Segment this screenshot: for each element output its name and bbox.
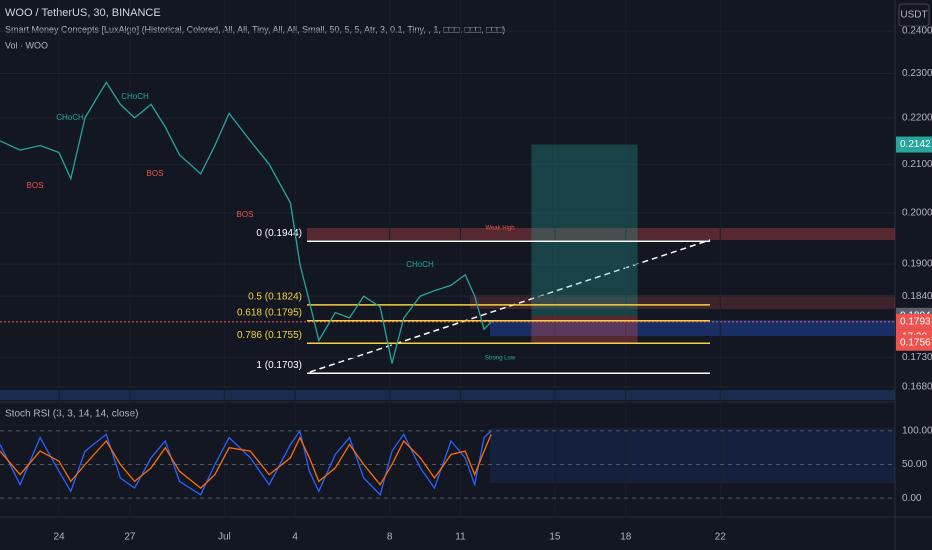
price-badge-label: 0.1756 xyxy=(900,337,931,348)
x-tick-label: 8 xyxy=(387,532,393,543)
y-tick-label: 0.2000 xyxy=(902,208,932,219)
x-tick-label: 18 xyxy=(620,532,632,543)
y-tick-label: 0.2300 xyxy=(902,68,932,79)
trend-line xyxy=(309,239,711,373)
indicator-label: Smart Money Concepts [LuxAlgo] (Historic… xyxy=(5,24,505,34)
supply-zone xyxy=(307,228,895,240)
annotation: BOS xyxy=(237,210,254,219)
demand-zone xyxy=(490,320,895,336)
annotation: CHoCH xyxy=(121,92,149,101)
x-tick-label: 4 xyxy=(292,532,298,543)
y-tick-label: 0.1900 xyxy=(902,259,932,270)
oscillator-title: Stoch RSI (3, 3, 14, 14, close) xyxy=(5,409,138,420)
x-tick-label: 27 xyxy=(124,532,136,543)
chart-title: WOO / TetherUS, 30, BINANCE xyxy=(5,7,161,19)
currency-label: USDT xyxy=(900,10,927,21)
x-tick-label: Jul xyxy=(218,532,231,543)
annotation: CHoCH xyxy=(56,113,84,122)
fib-label: 0 (0.1944) xyxy=(256,228,302,239)
fib-label: 1 (0.1703) xyxy=(256,360,302,371)
y-tick-label: 0.2400 xyxy=(902,26,932,37)
price-badge xyxy=(896,334,932,351)
currency-button[interactable] xyxy=(898,3,930,27)
annotation: Weak High xyxy=(485,226,514,232)
y-tick-label: 50.00 xyxy=(902,459,927,470)
line-series xyxy=(0,429,492,497)
y-tick-label: 0.1730 xyxy=(902,352,932,363)
rsi-band xyxy=(490,428,895,483)
y-tick-label: 100.00 xyxy=(902,426,932,437)
x-tick-label: 24 xyxy=(53,532,65,543)
volume-label: Vol · WOO xyxy=(5,40,48,50)
price-badge-label: 0.2142 xyxy=(900,139,931,150)
y-tick-label: 0.2100 xyxy=(902,159,932,170)
target-zone xyxy=(531,144,638,316)
y-tick-label: 0.1680 xyxy=(902,381,932,392)
price-badge-label: 0.1793 xyxy=(900,317,931,328)
fib-label: 0.618 (0.1795) xyxy=(237,307,302,318)
price-badge xyxy=(896,136,932,153)
y-tick-label: 0.00 xyxy=(902,493,922,504)
x-tick-label: 22 xyxy=(715,532,727,543)
volume-band xyxy=(0,390,895,400)
line-series xyxy=(0,434,492,489)
x-tick-label: 15 xyxy=(549,532,561,543)
stop-zone xyxy=(531,315,638,343)
annotation: CHoCH xyxy=(406,260,434,269)
annotation: BOS xyxy=(147,169,164,178)
y-tick-label: 0.1840 xyxy=(902,291,932,302)
line-series xyxy=(0,81,492,364)
fib-label: 0.786 (0.1755) xyxy=(237,330,302,341)
y-tick-label: 0.2200 xyxy=(902,113,932,124)
annotation: Strong Low xyxy=(485,356,516,362)
x-tick-label: 11 xyxy=(455,532,466,543)
price-badge xyxy=(896,313,932,330)
fib-label: 0.5 (0.1824) xyxy=(248,291,302,302)
annotation: BOS xyxy=(27,181,44,190)
